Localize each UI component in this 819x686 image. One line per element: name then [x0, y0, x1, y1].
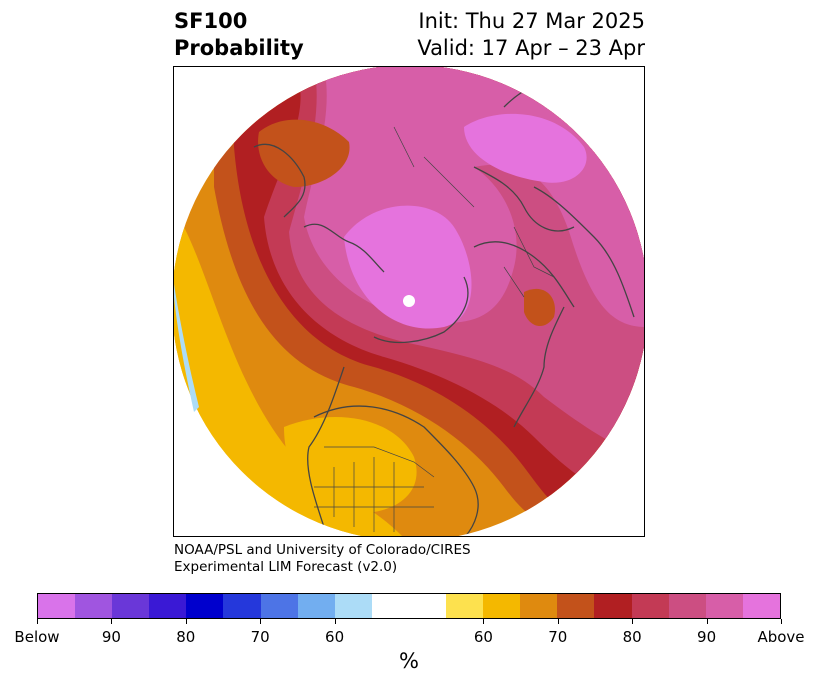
colorbar-tick-label: 90	[697, 628, 717, 646]
field-orange-east-pocket	[524, 288, 555, 327]
colorbar-tick-label: Below	[14, 628, 60, 646]
forecast-dates: Init: Thu 27 Mar 2025 Valid: 17 Apr – 23…	[417, 8, 645, 62]
colorbar-tick-label: 60	[325, 628, 345, 646]
probability-map	[173, 66, 645, 537]
coastlines	[253, 82, 635, 536]
colorbar-segment	[668, 594, 706, 618]
colorbar-segment	[742, 594, 780, 618]
colorbar-segment	[371, 594, 409, 618]
colorbar-tick-mark	[334, 619, 336, 624]
colorbar-segment	[334, 594, 372, 618]
colorbar-segment	[446, 594, 484, 618]
colorbar-segment	[705, 594, 743, 618]
colorbar-tick-label: 70	[250, 628, 270, 646]
colorbar-segment	[38, 594, 76, 618]
field-yellow-east	[284, 417, 417, 513]
colorbar-tick-mark	[37, 619, 38, 624]
colorbar-tick-mark	[557, 619, 559, 624]
colorbar-segment	[223, 594, 261, 618]
colorbar-segment	[149, 594, 187, 618]
credit-line-2: Experimental LIM Forecast (v2.0)	[174, 559, 398, 575]
colorbar-segment	[297, 594, 335, 618]
title-line-2: Probability	[174, 36, 304, 60]
colorbar-segment	[260, 594, 298, 618]
colorbar-tick-mark	[706, 619, 708, 624]
colorbar-tick-label: 70	[548, 628, 568, 646]
colorbar-segment	[408, 594, 447, 618]
field-pink	[304, 67, 644, 327]
valid-dates: Valid: 17 Apr – 23 Apr	[417, 36, 645, 60]
colorbar-tick-label: 80	[622, 628, 642, 646]
colorbar	[37, 593, 781, 619]
colorbar-segment	[483, 594, 521, 618]
colorbar-tick-mark	[185, 619, 187, 624]
colorbar-segment	[557, 594, 595, 618]
colorbar-tick-label: 80	[176, 628, 196, 646]
credit: NOAA/PSL and University of Colorado/CIRE…	[174, 542, 471, 576]
colorbar-segment	[520, 594, 558, 618]
credit-line-1: NOAA/PSL and University of Colorado/CIRE…	[174, 542, 471, 558]
colorbar-segment	[631, 594, 669, 618]
colorbar-segment	[186, 594, 224, 618]
init-date: Init: Thu 27 Mar 2025	[418, 9, 645, 33]
map-svg	[174, 67, 644, 536]
field-magenta-north	[464, 113, 587, 183]
chart-title: SF100 Probability	[174, 8, 304, 62]
colorbar-tick-mark	[781, 619, 782, 624]
colorbar-tick-label: 60	[473, 628, 493, 646]
borders	[314, 126, 555, 532]
field-magenta-pole	[344, 205, 472, 329]
colorbar-segment	[112, 594, 150, 618]
colorbar-tick-mark	[483, 619, 485, 624]
colorbar-unit: %	[399, 649, 419, 673]
pole-marker	[403, 295, 415, 307]
colorbar-tick-label: Above	[757, 628, 805, 646]
colorbar-segment	[75, 594, 113, 618]
colorbar-tick-mark	[260, 619, 262, 624]
field-orange-north-pocket	[258, 119, 350, 187]
title-line-1: SF100	[174, 9, 248, 33]
colorbar-segment	[594, 594, 632, 618]
field-blue-edge	[174, 284, 199, 412]
colorbar-tick-mark	[111, 619, 113, 624]
colorbar-tick-mark	[632, 619, 634, 624]
colorbar-tick-label: 90	[101, 628, 121, 646]
